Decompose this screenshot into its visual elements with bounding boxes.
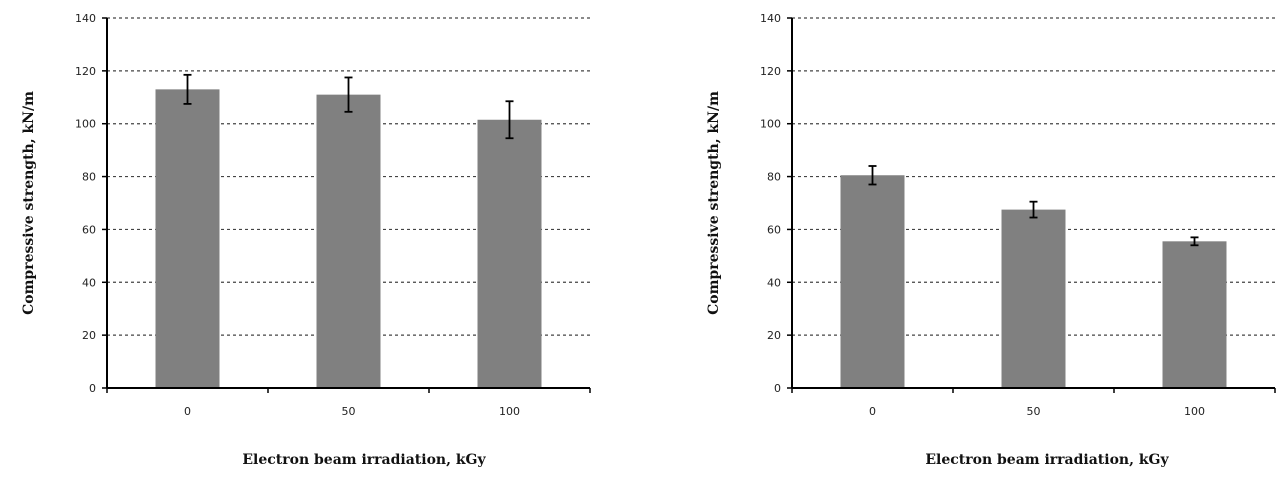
y-tick-label: 20 [82,329,96,342]
x-tick-label: 50 [1027,405,1041,418]
y-tick-label: 120 [760,65,781,78]
y-tick-label: 0 [774,382,781,395]
x-tick-label: 100 [1184,405,1205,418]
bar [1162,241,1227,388]
y-tick-labels: 0 20 40 60 80 100 120 140 [75,12,96,395]
y-tick-label: 0 [89,382,96,395]
bar-chart-left: 0 20 40 60 80 100 120 140 0 50 100 Compressive st… [21,12,591,468]
bar [316,94,381,389]
y-tick-label: 140 [75,12,96,25]
bar [840,175,905,388]
x-tick-label: 100 [499,405,520,418]
x-tick-label: 0 [869,405,876,418]
y-tick-label: 80 [767,171,781,184]
y-tick-label: 140 [760,12,781,25]
axes [102,17,591,393]
y-tick-label: 100 [75,118,96,131]
y-axis-title: Compressive strength, kN/m [706,91,722,315]
x-axis-title: Electron beam irradiation, kGy [242,452,486,468]
bar [155,89,220,388]
y-tick-label: 20 [767,329,781,342]
y-tick-labels: 0 20 40 60 80 100 120 140 [760,12,781,395]
y-axis-title: Compressive strength, kN/m [21,91,37,315]
y-tick-label: 40 [82,276,96,289]
x-tick-label: 50 [342,405,356,418]
bars [840,175,1227,388]
y-tick-label: 60 [82,223,96,236]
y-tick-label: 80 [82,171,96,184]
error-bars [868,165,1199,247]
bar [1001,209,1066,388]
x-tick-labels: 0 50 100 [184,405,520,418]
error-bars [183,73,514,140]
chart-panel-left: 0 20 40 60 80 100 120 140 0 50 100 Compressive st… [0,0,640,480]
bar-chart-right: 0 20 40 60 80 100 120 140 0 50 100 Compressive st… [706,12,1276,468]
x-tick-labels: 0 50 100 [869,405,1205,418]
x-tick-label: 0 [184,405,191,418]
y-tick-label: 120 [75,65,96,78]
y-tick-label: 60 [767,223,781,236]
y-tick-label: 40 [767,276,781,289]
x-axis-title: Electron beam irradiation, kGy [925,452,1169,468]
bars [155,89,542,389]
y-tick-label: 100 [760,118,781,131]
chart-panel-right: 0 20 40 60 80 100 120 140 0 50 100 Compressive st… [685,0,1285,480]
bar [477,119,542,388]
axes [787,17,1276,393]
